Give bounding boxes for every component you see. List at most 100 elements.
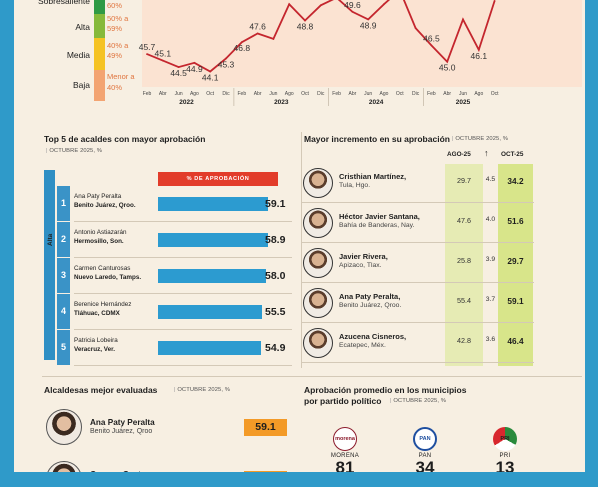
ago-value: 29.7 bbox=[457, 176, 471, 185]
delta-value: 4.5 bbox=[485, 176, 496, 183]
increment-row: Azucena Cisneros, Ecatepec, Méx. 42.8 3.6 46… bbox=[302, 326, 542, 363]
legend-level-0: Sobresaliente bbox=[38, 0, 90, 6]
mayor-name: Berenice Hernández Tláhuac, CDMX bbox=[74, 300, 131, 318]
month-tick: Ago bbox=[474, 91, 483, 97]
row-divider bbox=[74, 221, 292, 222]
party-title-line2: por partido político bbox=[304, 396, 382, 406]
legend-level-1: Alta bbox=[75, 22, 90, 32]
ago-value: 47.6 bbox=[457, 216, 471, 225]
mayor-photo bbox=[303, 248, 333, 278]
data-point bbox=[493, 0, 496, 2]
data-point bbox=[146, 53, 148, 56]
rank-badge: 2 bbox=[57, 222, 70, 257]
legend-level-3: Baja bbox=[73, 80, 90, 90]
oct-value: 59.1 bbox=[507, 296, 524, 306]
point-label: 45.3 bbox=[218, 59, 235, 69]
increment-subtitle: OCTUBRE 2025, % bbox=[452, 136, 508, 142]
party-subtitle: OCTUBRE 2025, % bbox=[390, 398, 446, 404]
bottom-frame bbox=[0, 472, 598, 487]
rank-badge: 1 bbox=[57, 186, 70, 221]
data-point bbox=[367, 18, 370, 21]
row-divider bbox=[302, 362, 534, 363]
delta-value: 3.7 bbox=[485, 296, 496, 303]
col-oct-header: OCT-25 bbox=[501, 151, 524, 158]
mayor-place: Nuevo Laredo, Tamps. bbox=[74, 274, 142, 281]
top5-title: Top 5 de acaldes con mayor aprobación bbox=[44, 134, 206, 144]
party-name: MORENA bbox=[330, 453, 360, 459]
point-label: 45.1 bbox=[155, 49, 172, 59]
month-tick: Oct bbox=[396, 91, 404, 97]
point-label: 48.8 bbox=[297, 21, 314, 31]
infographic-page: Sobresaliente 60% Alta 50% a 59% Media 40% a 49… bbox=[14, 0, 585, 472]
oct-value: 51.6 bbox=[507, 216, 524, 226]
party-value: 81 bbox=[335, 458, 355, 473]
party-value: 34 bbox=[415, 458, 435, 473]
right-frame bbox=[585, 0, 598, 487]
alta-band bbox=[44, 170, 55, 360]
legend-band-3 bbox=[94, 70, 105, 101]
ago-value: 25.8 bbox=[457, 256, 471, 265]
mayor-name: Carmen Canturosas bbox=[90, 470, 168, 472]
point-label: 44.1 bbox=[202, 72, 219, 82]
month-tick: Dic bbox=[412, 91, 420, 97]
data-point bbox=[430, 44, 433, 47]
data-point bbox=[304, 19, 306, 22]
oct-value: 34.2 bbox=[507, 176, 524, 186]
year-tick: 2023 bbox=[274, 99, 289, 106]
approval-value: 55.5 bbox=[265, 306, 286, 318]
approval-bar bbox=[158, 233, 268, 247]
month-tick: Oct bbox=[301, 91, 309, 97]
year-tick: 2022 bbox=[179, 99, 194, 106]
approval-value: 59.1 bbox=[265, 198, 286, 210]
data-point bbox=[256, 32, 259, 35]
top5-section: Top 5 de acaldes con mayor aprobación OC… bbox=[44, 128, 300, 368]
legend-level-2: Media bbox=[67, 50, 90, 60]
month-tick: Feb bbox=[332, 91, 341, 97]
top5-row: 2 Antonio Astiazarán Hermosillo, Son. 58.9 bbox=[57, 222, 294, 258]
data-point bbox=[462, 18, 464, 21]
women-subtitle: OCTUBRE 2025, % bbox=[174, 387, 230, 393]
row-divider bbox=[302, 282, 534, 283]
month-tick: Jun bbox=[459, 91, 467, 97]
oct-value: 29.7 bbox=[507, 256, 524, 266]
party-name: PRI bbox=[499, 453, 511, 459]
increment-section: Mayor incremento en su aprobación OCTUBR… bbox=[302, 128, 585, 368]
month-tick: Feb bbox=[427, 91, 436, 97]
year-tick: 2025 bbox=[456, 99, 471, 106]
mayor-name: Ana Paty Peralta, bbox=[339, 292, 401, 301]
approval-value: 58.9 bbox=[265, 234, 286, 246]
legend-band-2 bbox=[94, 38, 105, 70]
month-tick: Feb bbox=[143, 91, 152, 97]
rank-badge: 4 bbox=[57, 294, 70, 329]
point-label: 47.6 bbox=[249, 21, 266, 31]
month-tick: Oct bbox=[206, 91, 214, 97]
col-ago-header: AGO-25 bbox=[447, 151, 471, 158]
data-point bbox=[161, 59, 164, 62]
left-frame bbox=[0, 0, 14, 487]
month-tick: Dic bbox=[317, 91, 325, 97]
month-tick: Oct bbox=[491, 91, 499, 97]
mayor-name: Patricia Lobeira Veracruz, Ver. bbox=[74, 336, 118, 354]
data-point bbox=[446, 60, 449, 63]
month-tick: Jun bbox=[269, 91, 277, 97]
ago-column-bg bbox=[445, 164, 483, 366]
legend-range-2-0: 40% a bbox=[107, 41, 129, 50]
data-point bbox=[383, 3, 385, 6]
mayor-place: Veracruz, Ver. bbox=[74, 346, 115, 353]
top5-row: 1 Ana Paty Peralta Benito Juárez, Qroo. 59.… bbox=[57, 186, 294, 222]
data-point bbox=[414, 27, 417, 29]
increment-row: Héctor Javier Santana, Bahía de Banderas,… bbox=[302, 206, 542, 243]
month-tick: Jun bbox=[364, 91, 372, 97]
women-title: Alcaldesas mejor evaluadas bbox=[44, 385, 158, 395]
column-divider bbox=[301, 132, 302, 368]
alta-label: Alta bbox=[47, 233, 54, 246]
row-divider bbox=[302, 242, 534, 243]
point-label: 45.0 bbox=[439, 63, 456, 73]
mayor-name: Antonio Astiazarán Hermosillo, Son. bbox=[74, 228, 127, 246]
row-divider bbox=[74, 257, 292, 258]
approval-value: 54.9 bbox=[265, 342, 286, 354]
point-label: 45.7 bbox=[139, 42, 156, 52]
oct-value: 46.4 bbox=[507, 336, 524, 346]
